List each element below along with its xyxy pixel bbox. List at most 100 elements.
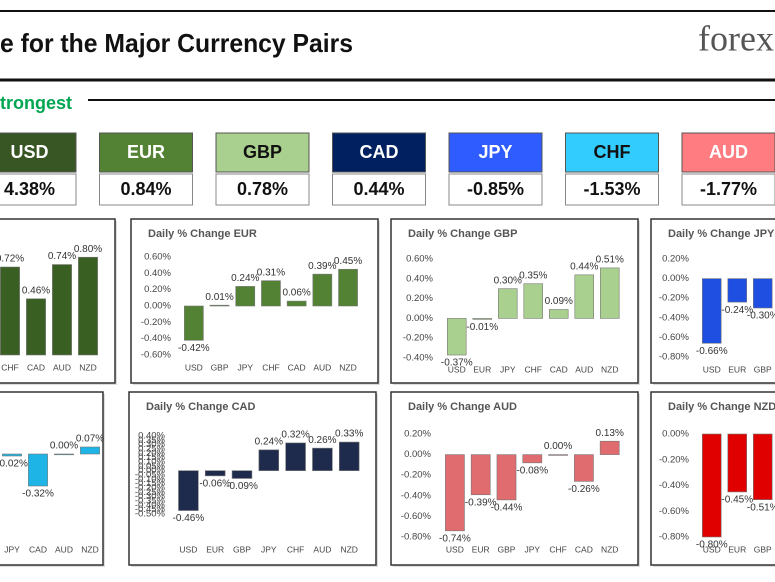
tile-currency: GBP bbox=[243, 142, 282, 162]
data-label: 0.31% bbox=[257, 267, 285, 278]
y-tick-label: -0.20% bbox=[141, 317, 172, 328]
y-tick-label: 0.10% bbox=[138, 457, 165, 468]
x-tick-label: AUD bbox=[313, 544, 331, 554]
tile-change: 0.44% bbox=[353, 179, 404, 199]
data-label: 0.32% bbox=[281, 430, 309, 441]
data-label: 0.01% bbox=[205, 292, 233, 303]
panel-frame bbox=[0, 391, 104, 566]
y-tick-label: -0.20% bbox=[401, 470, 432, 481]
tile-currency: JPY bbox=[478, 142, 512, 162]
x-tick-label: GBP bbox=[211, 362, 229, 372]
x-tick-label: CHF bbox=[262, 362, 279, 372]
chart-panel: Daily % Change CAD0.40%0.35%0.30%0.25%0.… bbox=[128, 391, 378, 567]
data-label: 0.72% bbox=[0, 254, 24, 265]
tile-value-box bbox=[448, 173, 543, 206]
x-tick-label: JPY bbox=[237, 362, 253, 372]
tile-value-box bbox=[99, 173, 193, 206]
tile-header bbox=[215, 132, 310, 173]
y-tick-label: 0.00% bbox=[406, 313, 433, 324]
chart-title: Daily % Change NZD bbox=[668, 401, 775, 413]
data-label: -0.26% bbox=[568, 484, 600, 495]
y-tick-label: 0.00% bbox=[404, 449, 431, 460]
tile-value-box bbox=[565, 173, 659, 206]
data-label: 0.35% bbox=[519, 270, 547, 281]
tile-header bbox=[0, 132, 77, 173]
bar bbox=[286, 300, 307, 307]
data-label: 0.39% bbox=[308, 261, 336, 272]
bar bbox=[445, 454, 465, 532]
chart-title: Daily % Change EUR bbox=[148, 228, 257, 240]
bar bbox=[548, 454, 568, 456]
x-tick-label: JPY bbox=[4, 544, 20, 554]
y-tick-label: -0.40% bbox=[135, 500, 166, 511]
y-tick-label: 0.15% bbox=[138, 452, 165, 463]
bar bbox=[235, 286, 256, 307]
chart-panel: Daily % Change JPY 0.20% 0.00% -0.20% -0.40%… bbox=[650, 218, 775, 385]
y-tick-label: -0.40% bbox=[659, 480, 690, 491]
data-label: -0.46% bbox=[173, 513, 205, 524]
bar bbox=[28, 453, 48, 487]
data-label: 0.00% bbox=[544, 441, 572, 452]
data-label: 0.24% bbox=[231, 273, 259, 284]
data-label: 0.44% bbox=[570, 261, 598, 272]
bar bbox=[285, 442, 306, 471]
tile-value-box bbox=[332, 173, 426, 206]
chart-title: Daily % Change GBP bbox=[408, 228, 517, 240]
data-label: -0.42% bbox=[178, 343, 210, 354]
tile-header bbox=[99, 132, 193, 173]
x-tick-label: CHF bbox=[287, 544, 304, 554]
data-label: -0.66% bbox=[696, 346, 728, 357]
data-label: 0.30% bbox=[494, 275, 522, 286]
x-tick-label: JPY bbox=[500, 364, 516, 374]
tile-value-box bbox=[215, 173, 310, 206]
y-tick-label: 0.60% bbox=[144, 252, 171, 263]
data-label: 0.51% bbox=[596, 255, 624, 266]
bar bbox=[599, 440, 620, 455]
x-tick-label: CAD bbox=[288, 362, 306, 372]
data-label: -0.24% bbox=[721, 305, 753, 316]
y-tick-label: 0.25% bbox=[138, 444, 165, 455]
y-tick-label: -0.45% bbox=[135, 504, 166, 515]
y-tick-label: -0.20% bbox=[403, 333, 434, 344]
logo: forex bbox=[698, 18, 774, 58]
data-label: -0.44% bbox=[491, 503, 523, 514]
data-label: -0.06% bbox=[199, 479, 231, 490]
bar bbox=[470, 454, 491, 496]
bar bbox=[472, 318, 492, 320]
data-label: 0.00% bbox=[50, 441, 78, 452]
x-tick-label: JPY bbox=[261, 544, 277, 554]
y-tick-label: 0.40% bbox=[406, 273, 433, 284]
x-tick-label: CAD bbox=[550, 364, 568, 374]
y-tick-label: 0.00% bbox=[662, 273, 689, 284]
tile-change: -0.85% bbox=[467, 179, 524, 199]
x-tick-label: GBP bbox=[498, 544, 516, 554]
strength-label: trongest bbox=[0, 93, 72, 113]
x-tick-label: CAD bbox=[29, 544, 47, 554]
x-tick-label: USD bbox=[703, 364, 721, 374]
y-tick-label: -0.40% bbox=[141, 333, 172, 344]
x-tick-label: USD bbox=[185, 362, 203, 372]
bar bbox=[2, 453, 22, 457]
x-tick-label: CAD bbox=[575, 544, 593, 554]
bar bbox=[574, 274, 594, 319]
x-tick-label: CHF bbox=[549, 544, 566, 554]
x-tick-label: NZD bbox=[601, 364, 618, 374]
bar bbox=[727, 433, 747, 493]
tile-change: -1.77% bbox=[700, 179, 757, 199]
x-tick-label: AUD bbox=[575, 364, 593, 374]
bar bbox=[549, 309, 569, 319]
data-label: 0.13% bbox=[596, 428, 624, 439]
bar bbox=[231, 470, 253, 479]
bar bbox=[753, 278, 773, 309]
y-tick-label: -0.20% bbox=[659, 454, 690, 465]
x-tick-label: EUR bbox=[206, 544, 224, 554]
y-tick-label: 0.20% bbox=[144, 284, 171, 295]
bar bbox=[312, 447, 333, 471]
tile-change: 4.38% bbox=[4, 179, 55, 199]
y-tick-label: -0.15% bbox=[135, 478, 166, 489]
tile-change: -1.53% bbox=[583, 179, 640, 199]
bar bbox=[54, 453, 74, 456]
data-label: -0.80% bbox=[696, 540, 728, 551]
